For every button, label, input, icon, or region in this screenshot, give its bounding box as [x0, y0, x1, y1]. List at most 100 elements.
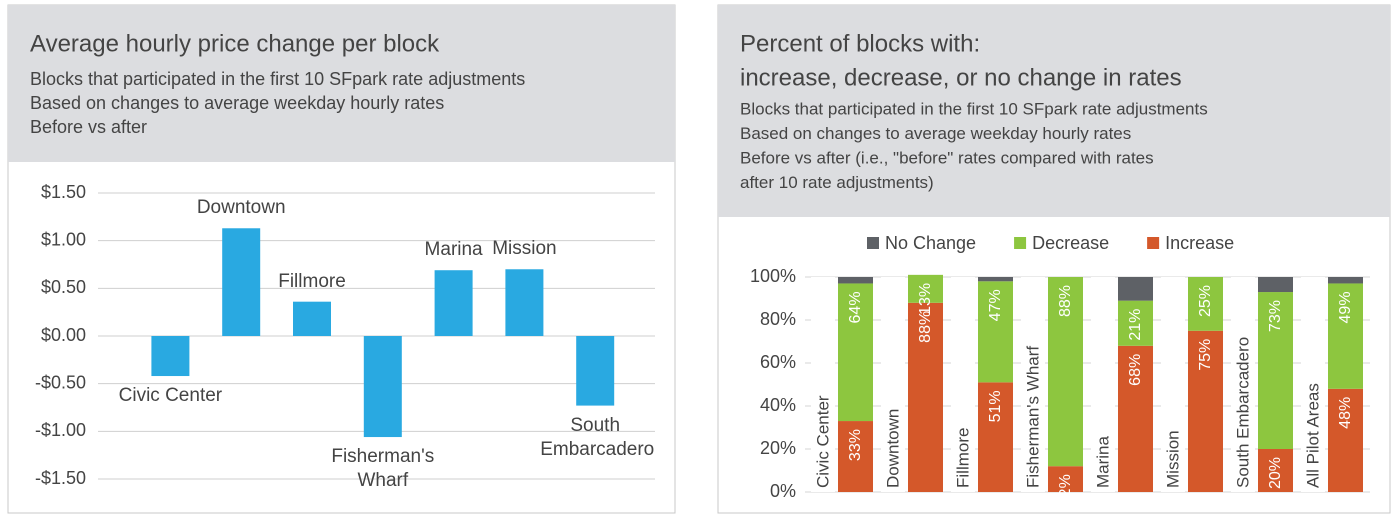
bar-segment: [838, 277, 873, 284]
bar: [434, 270, 473, 336]
chart-title: Percent of blocks with:: [740, 30, 980, 57]
bar: [576, 336, 615, 406]
bar-segment: [1328, 277, 1363, 284]
category-label: Civic Center: [813, 395, 832, 488]
category-label: All Pilot Areas: [1303, 383, 1322, 488]
label-column: [1161, 277, 1185, 492]
bar-segment: [1328, 283, 1363, 389]
chart-title: increase, decrease, or no change in rate…: [740, 64, 1182, 91]
y-tick-label: $0.00: [41, 325, 86, 345]
bar-segment: [978, 281, 1013, 383]
bar-segment: [908, 274, 943, 303]
bar-segment: [1188, 277, 1223, 331]
value-label: 12%: [1057, 474, 1074, 506]
right-header: [718, 5, 1390, 217]
category-label: Fisherman's Wharf: [331, 446, 435, 492]
bar-segment: [838, 283, 873, 422]
legend-swatch: [1147, 237, 1160, 249]
legend-swatch: [1014, 237, 1027, 249]
bar-segment: [978, 382, 1013, 492]
y-tick-label: -$1.00: [35, 420, 86, 440]
value-label: 64%: [847, 291, 864, 323]
bar-segment: [1048, 466, 1083, 492]
subtitle: Before vs after (i.e., "before" rates co…: [740, 148, 1154, 167]
y-tick-label: $1.00: [41, 229, 86, 249]
bar-segment: [1258, 277, 1293, 293]
bar-segment: [1048, 277, 1083, 467]
category-label: Marina: [1093, 435, 1112, 488]
category-label: Fillmore: [953, 428, 972, 488]
y-tick-label: -$1.50: [35, 468, 86, 488]
value-label: 49%: [1337, 291, 1354, 323]
bar-segment: [1258, 292, 1293, 449]
category-label: Mission: [1163, 430, 1182, 488]
subtitle: Based on changes to average weekday hour…: [30, 93, 444, 113]
bar-segment: [978, 277, 1013, 282]
value-label: 33%: [847, 429, 864, 461]
category-label: Fisherman's Wharf: [1023, 346, 1042, 488]
category-label: Downtown: [883, 409, 902, 488]
bar-segment: [1118, 345, 1153, 492]
label-column: [1231, 277, 1255, 492]
y-tick-label: $0.50: [41, 277, 86, 297]
legend-label: Decrease: [1032, 233, 1109, 253]
legend-swatch: [867, 237, 879, 249]
y-tick-label: -$0.50: [35, 372, 86, 392]
y-tick-label: 40%: [760, 395, 796, 415]
y-tick-label: 20%: [760, 438, 796, 458]
category-label: Mission: [492, 238, 557, 260]
value-label: 88%: [1057, 285, 1074, 317]
label-column: [1301, 277, 1325, 492]
category-label: Civic Center: [118, 385, 223, 407]
left-header: [8, 5, 675, 162]
label-column: [811, 277, 835, 492]
bar-segment: [908, 302, 943, 492]
chart-title: Average hourly price change per block: [30, 30, 440, 57]
category-label: South Embarcadero: [1233, 337, 1252, 488]
subtitle: Blocks that participated in the first 10…: [740, 99, 1208, 118]
label-column: [1021, 277, 1045, 492]
category-label: Downtown: [196, 197, 286, 219]
subtitle: Based on changes to average weekday hour…: [740, 124, 1131, 143]
value-label: 21%: [1127, 309, 1144, 341]
bar: [363, 336, 402, 438]
y-tick-label: 0%: [770, 481, 796, 501]
value-label: 51%: [987, 390, 1004, 422]
subtitle: Before vs after: [30, 117, 147, 137]
legend-label: No Change: [885, 233, 976, 253]
bar-segment: [838, 421, 873, 492]
category-label: Marina: [424, 239, 483, 261]
bar: [222, 228, 261, 336]
value-label: 48%: [1337, 397, 1354, 429]
y-tick-label: 60%: [760, 352, 796, 372]
value-label: 73%: [1267, 300, 1284, 332]
bar-segment: [1118, 277, 1153, 301]
value-label: 88%: [917, 311, 934, 343]
bar: [151, 336, 190, 377]
value-label: 47%: [987, 289, 1004, 321]
label-column: [951, 277, 975, 492]
category-label: South Embarcadero: [540, 414, 655, 460]
category-label: Fillmore: [278, 270, 346, 292]
value-label: 68%: [1127, 354, 1144, 386]
bar-segment: [1328, 388, 1363, 492]
y-tick-label: $1.50: [41, 182, 86, 202]
subtitle: Blocks that participated in the first 10…: [30, 69, 525, 89]
label-column: [1091, 277, 1115, 492]
y-tick-label: 80%: [760, 309, 796, 329]
bar: [505, 269, 544, 336]
bar: [293, 301, 331, 336]
bar-segment: [1118, 300, 1153, 346]
y-tick-label: 100%: [750, 266, 796, 286]
value-label: 13%: [917, 283, 934, 315]
value-label: 20%: [1267, 457, 1284, 489]
bar-segment: [1258, 449, 1293, 492]
value-label: 75%: [1197, 339, 1214, 371]
value-label: 25%: [1197, 285, 1214, 317]
bar-segment: [1188, 330, 1223, 492]
subtitle: after 10 rate adjustments): [740, 173, 934, 192]
legend-label: Increase: [1165, 233, 1234, 253]
label-column: [881, 277, 905, 492]
